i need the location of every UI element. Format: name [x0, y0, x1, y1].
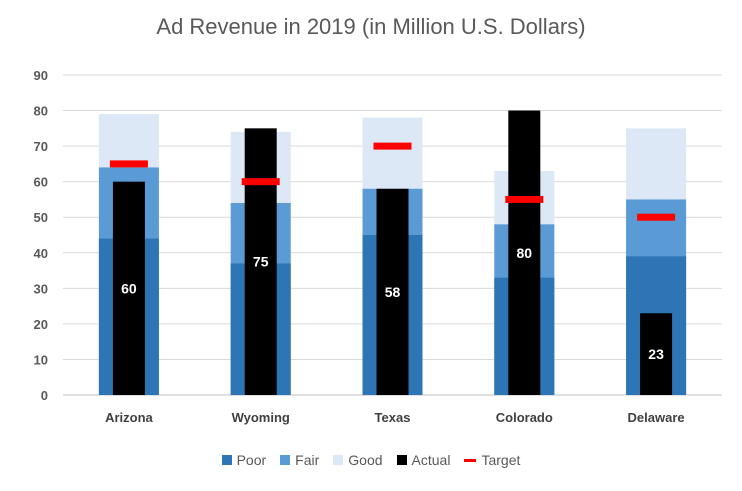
data-label-colorado: 80: [517, 245, 533, 261]
legend-label-good: Good: [348, 452, 383, 468]
y-tick-label-10: 10: [34, 352, 48, 367]
legend-label-target: Target: [481, 452, 521, 468]
bar-actual-delaware: [640, 313, 673, 395]
y-tick-label-90: 90: [34, 68, 48, 83]
target-marker-delaware: [637, 213, 676, 221]
y-tick-label-0: 0: [41, 388, 48, 403]
category-label-arizona: Arizona: [105, 410, 153, 425]
bar-actual-texas: [376, 188, 409, 395]
bar-actual-colorado: [508, 110, 541, 396]
y-tick-label-50: 50: [34, 210, 48, 225]
data-label-arizona: 60: [121, 280, 137, 296]
y-tick-label-70: 70: [34, 139, 48, 154]
legend-item-poor: Poor: [221, 452, 267, 468]
legend-item-good: Good: [333, 452, 383, 468]
legend-swatch-poor: [221, 455, 232, 465]
legend-swatch-fair: [280, 455, 291, 465]
chart-title: Ad Revenue in 2019 (in Million U.S. Doll…: [156, 14, 586, 39]
data-label-texas: 58: [385, 284, 401, 300]
bar-actual-arizona: [112, 181, 145, 395]
bar-actual-wyoming: [244, 128, 277, 396]
data-label-delaware: 23: [648, 346, 664, 362]
legend-label-fair: Fair: [295, 452, 320, 468]
y-tick-label-40: 40: [34, 246, 48, 261]
legend-item-fair: Fair: [280, 452, 319, 468]
y-tick-label-30: 30: [34, 281, 48, 296]
y-tick-label-80: 80: [34, 104, 48, 119]
legend-label-actual: Actual: [411, 452, 451, 468]
category-label-texas: Texas: [375, 410, 411, 425]
y-tick-label-20: 20: [34, 317, 48, 332]
legend-swatch-target: [464, 458, 477, 462]
target-marker-wyoming: [241, 178, 280, 186]
data-label-wyoming: 75: [253, 254, 269, 270]
legend-item-actual: Actual: [396, 452, 451, 468]
legend-swatch-actual: [396, 455, 407, 465]
target-marker-texas: [373, 142, 412, 150]
legend: Poor Fair Good Actual Target: [0, 452, 742, 468]
category-label-delaware: Delaware: [628, 410, 685, 425]
category-label-colorado: Colorado: [496, 410, 553, 425]
category-label-wyoming: Wyoming: [232, 410, 290, 425]
target-marker-colorado: [505, 195, 544, 203]
legend-item-target: Target: [464, 452, 520, 468]
legend-swatch-good: [333, 455, 344, 465]
y-tick-label-60: 60: [34, 175, 48, 190]
legend-label-poor: Poor: [236, 452, 267, 468]
target-marker-arizona: [109, 160, 148, 168]
